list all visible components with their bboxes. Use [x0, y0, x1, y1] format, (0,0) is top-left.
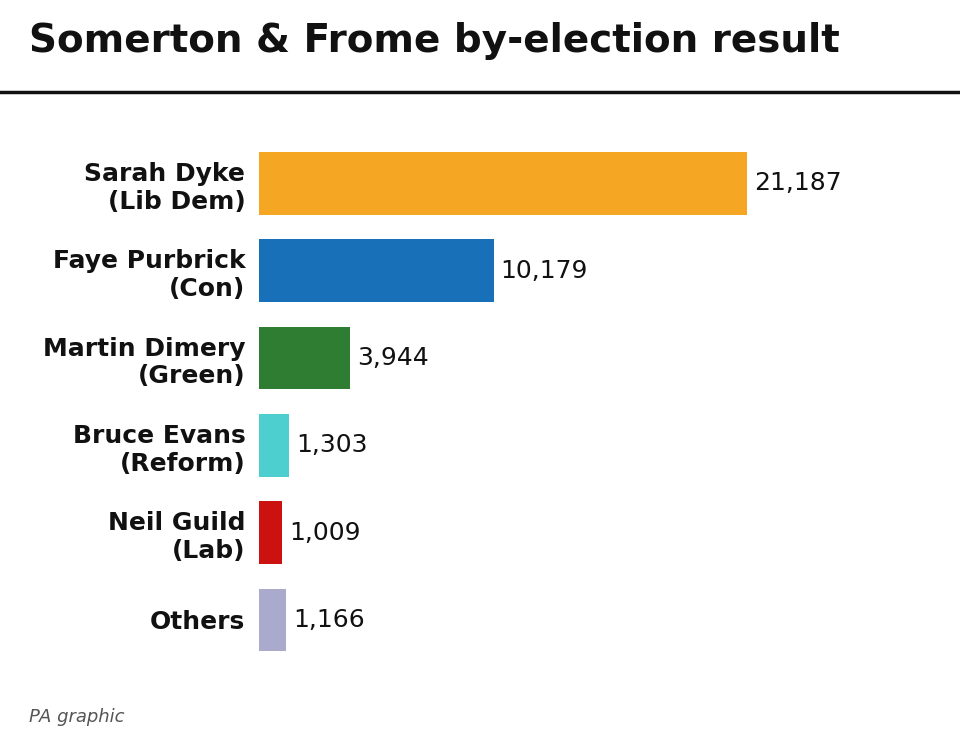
Bar: [259, 152, 747, 214]
Bar: [259, 589, 286, 652]
Text: PA graphic: PA graphic: [29, 708, 124, 726]
Bar: [259, 326, 350, 389]
Text: 21,187: 21,187: [755, 172, 842, 195]
Text: 10,179: 10,179: [500, 259, 588, 283]
Text: 1,166: 1,166: [293, 608, 365, 632]
Bar: [259, 501, 282, 564]
Text: 1,009: 1,009: [289, 520, 361, 545]
Text: 1,303: 1,303: [296, 433, 368, 458]
Bar: [259, 414, 289, 477]
Text: Somerton & Frome by-election result: Somerton & Frome by-election result: [29, 22, 840, 60]
Text: 3,944: 3,944: [357, 346, 429, 370]
Bar: [259, 240, 493, 302]
